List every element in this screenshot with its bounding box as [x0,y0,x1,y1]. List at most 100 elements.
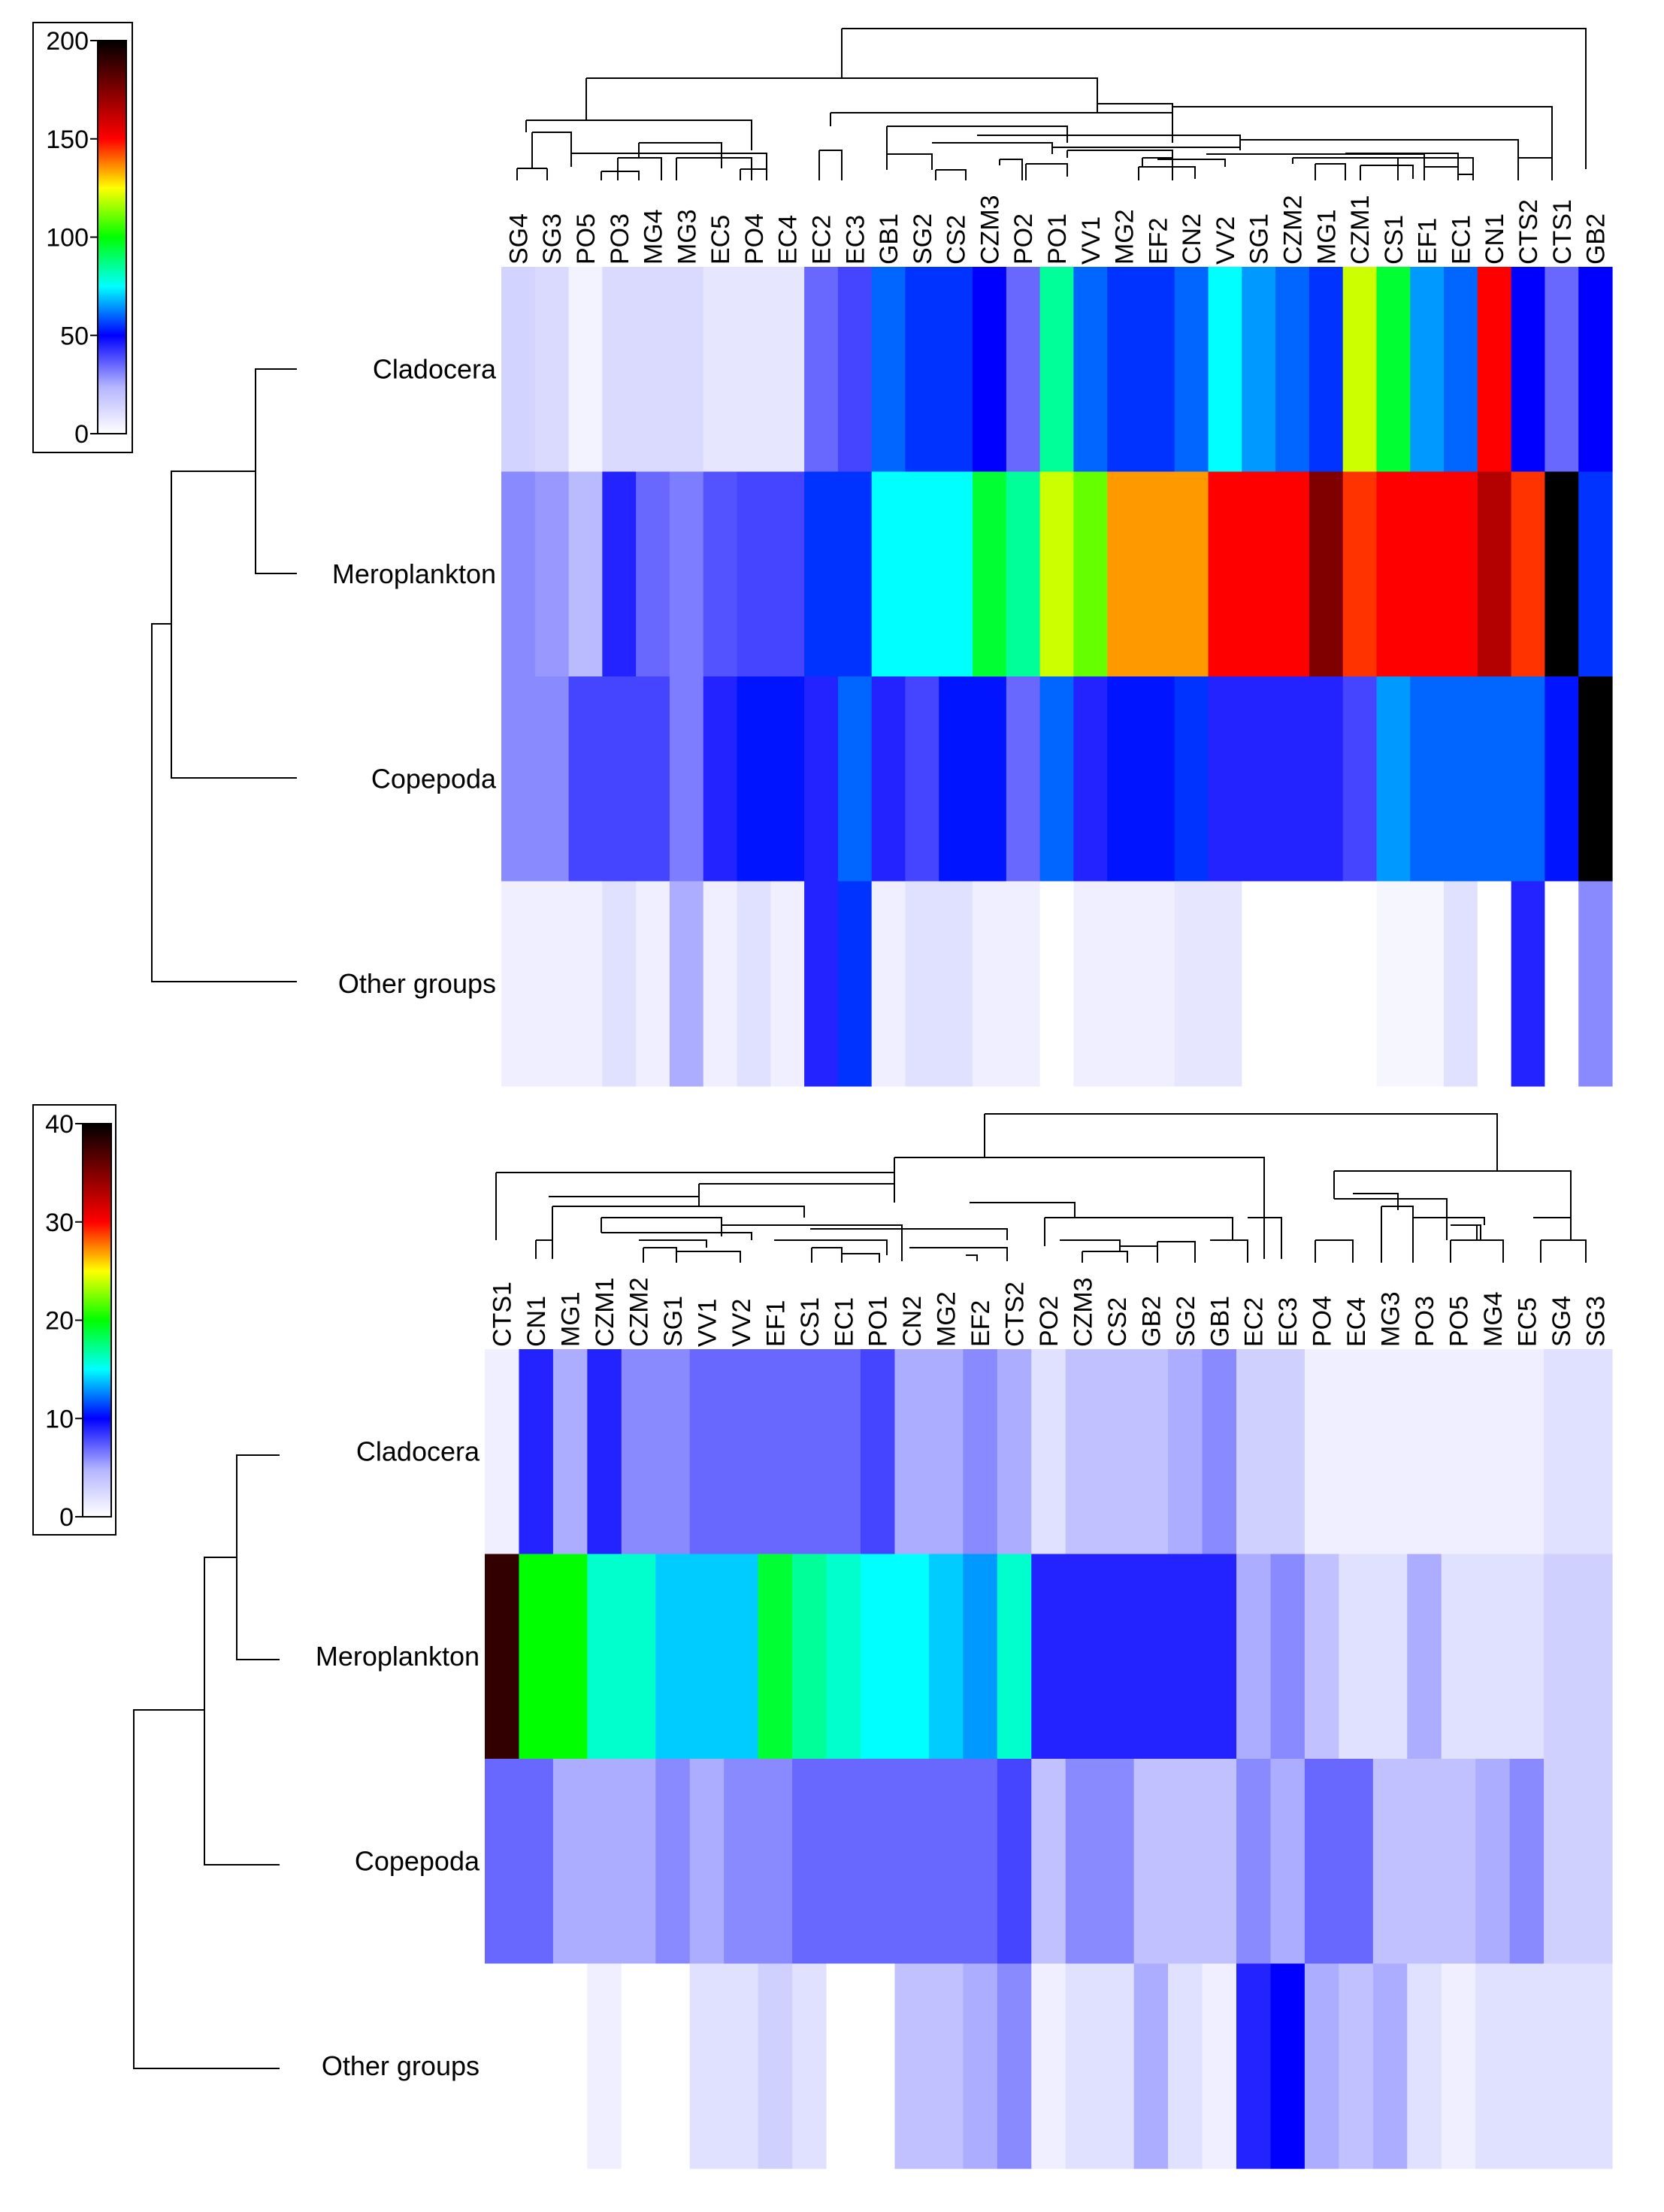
heatmap-cell [1578,1963,1613,2169]
heatmap-cell [1509,1759,1544,1965]
heatmap-cell [1544,1349,1579,1555]
column-label: MG1 [1312,209,1341,265]
column-label: SG3 [1581,1296,1610,1347]
column-label: VV1 [1077,216,1106,265]
heatmap-cell [905,676,939,882]
heatmap-cell [1107,471,1142,677]
heatmap-cell [1133,1554,1169,1760]
heatmap-cell [1039,471,1074,677]
row-label: Other groups [322,2050,480,2081]
column-label: EF2 [967,1300,995,1347]
legend-frame [32,22,133,453]
heatmap-cell [519,1759,554,1965]
heatmap-cell [587,1963,622,2169]
heatmap-cell [655,1759,691,1965]
column-label: GB2 [1137,1296,1166,1347]
heatmap-cell [1174,471,1209,677]
column-label: CTS2 [1514,199,1543,265]
column-dendrogram [516,28,1587,180]
heatmap-cell [1475,1554,1511,1760]
heatmap-cell [703,881,738,1087]
heatmap-cell [1270,1963,1305,2169]
heatmap-cell [602,676,637,882]
column-label: PO3 [606,213,634,265]
column-label: EC5 [1513,1297,1541,1347]
heatmap-cell [636,881,670,1087]
heatmap-cell [621,1759,656,1965]
heatmap-cell [1309,676,1344,882]
heatmap-cell [1444,471,1478,677]
heatmap-cell [1511,881,1546,1087]
heatmap-cell [758,1963,793,2169]
column-label: EC2 [807,215,836,265]
heatmap-cell [1410,676,1445,882]
row-label: Copepoda [355,1845,480,1876]
heatmap-cell [939,881,973,1087]
heatmap-cell [861,1349,896,1555]
heatmap-cell [501,676,536,882]
heatmap-cell [501,267,536,473]
column-label: CN1 [522,1296,551,1347]
heatmap-cell [1477,267,1512,473]
legend-tick-label: 20 [45,1307,74,1336]
heatmap-cell [894,1554,930,1760]
heatmap-cell [939,676,973,882]
heatmap-cell [1309,881,1344,1087]
row-dendrogram [133,1454,280,2069]
heatmap-cell [871,471,906,677]
heatmap-cell [1275,471,1310,677]
column-label: CS2 [1103,1297,1132,1347]
heatmap-cell [689,1554,725,1760]
heatmap-cell [1511,676,1546,882]
column-label: MG4 [1479,1291,1508,1347]
column-label: CN2 [1178,213,1206,265]
heatmap-cell [602,881,637,1087]
column-label: EC4 [1342,1297,1371,1347]
heatmap-cell [905,471,939,677]
heatmap-cell [1509,1963,1544,2169]
heatmap-cell [1133,1349,1169,1555]
column-label: PO5 [572,213,601,265]
heatmap-cell [1236,1759,1272,1965]
heatmap-cell [1578,1349,1613,1555]
heatmap-cell [1270,1349,1305,1555]
heatmap-cell [973,267,1007,473]
heatmap-cell [792,1963,827,2169]
column-label: PO2 [1009,213,1038,265]
column-label: SG4 [1548,1296,1576,1347]
column-label: EF2 [1144,218,1172,265]
heatmap-cell [501,471,536,677]
heatmap-cell [1441,1349,1476,1555]
heatmap-cell [1168,1759,1203,1965]
heatmap-cell [519,1349,554,1555]
heatmap-cell [928,1554,964,1760]
heatmap-cell [534,471,570,677]
heatmap-cell [1202,1554,1237,1760]
heatmap-cell [1031,1963,1066,2169]
heatmap-cell [1236,1554,1272,1760]
heatmap-cell [703,267,738,473]
heatmap-cell [1511,471,1546,677]
heatmap-cell [1475,1759,1511,1965]
heatmap-cell [1410,471,1445,677]
column-label: PO1 [1043,213,1072,265]
heatmap-cell [568,471,603,677]
heatmap-cell [1578,881,1613,1087]
heatmap-cell [770,471,805,677]
column-label: MG3 [1377,1291,1405,1347]
column-label: GB2 [1582,213,1611,265]
column-label: CTS2 [1001,1282,1030,1347]
heatmap-cell [1168,1349,1203,1555]
heatmap-bottom: CTS1 CN1 MG1 CZM1 CZM2 SG1 VV1 VV2 EF1 CS1 EC1 PO1 C… [133,1113,1613,2169]
heatmap-cell [1544,471,1579,677]
row-label: Other groups [338,968,496,999]
column-label: VV2 [1212,216,1240,265]
heatmap-cell [1202,1963,1237,2169]
heatmap-cell [1006,267,1041,473]
heatmap-cell [1544,1554,1579,1760]
column-label: PO5 [1445,1296,1473,1347]
heatmap-cell [1133,1759,1169,1965]
legend-gradient-bar [97,40,127,434]
legend-tick-label: 200 [46,27,89,56]
